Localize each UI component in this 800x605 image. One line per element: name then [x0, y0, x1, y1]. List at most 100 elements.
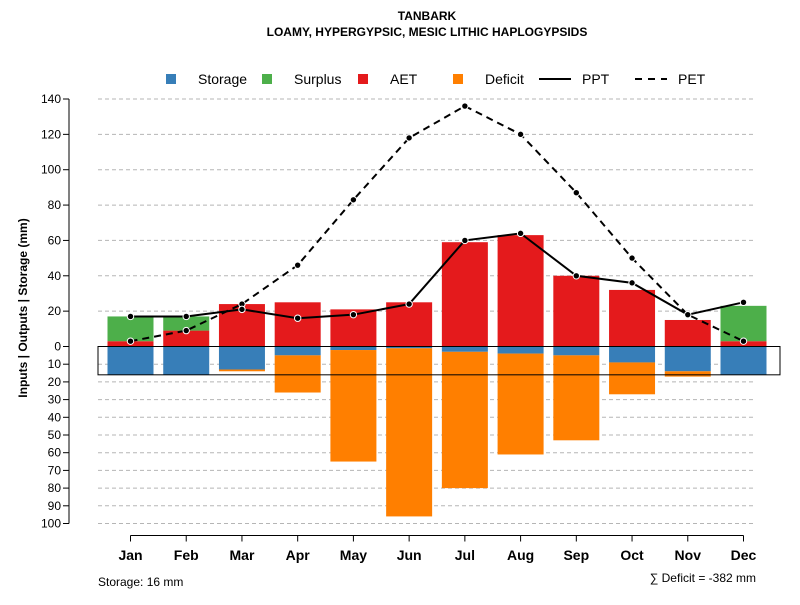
pet-point [516, 130, 525, 139]
storage-capacity-box [97, 346, 781, 376]
pet-point [572, 188, 581, 197]
ppt-point [572, 272, 581, 280]
storage-bar [664, 346, 711, 372]
legend-swatch [262, 74, 272, 84]
surplus-bar [720, 305, 767, 342]
y-tick-label: 10 [48, 357, 62, 371]
y-tick-label: 80 [48, 198, 62, 212]
legend: Storage Surplus AET Deficit PPT PET [166, 71, 706, 87]
ppt-point [461, 236, 469, 245]
storage-bar [609, 346, 656, 363]
ppt-point [238, 305, 246, 314]
y-tick-label: 50 [48, 428, 62, 442]
deficit-bar [441, 351, 488, 489]
lines [126, 102, 748, 345]
legend-label: Deficit [485, 71, 524, 87]
legend-label: Surplus [294, 71, 341, 87]
pet-point [461, 102, 469, 110]
ppt-point [405, 300, 413, 308]
pet-point [739, 337, 748, 345]
aet-bar [664, 319, 711, 347]
x-tick-label: May [340, 547, 367, 563]
x-tick-label: Nov [675, 547, 702, 563]
y-tick-label: 20 [48, 375, 62, 389]
surplus-bar [163, 316, 210, 331]
y-tick-label: 20 [48, 304, 62, 318]
ppt-point [349, 310, 358, 319]
aet-bar [274, 302, 321, 347]
pet-point [628, 254, 636, 262]
y-tick-label: 100 [41, 163, 61, 177]
x-tick-label: Dec [731, 547, 757, 563]
x-tick-label: Jul [455, 547, 475, 563]
y-axis: 0 20 40 60 80 100 120 140 10 20 30 40 50 60 70 80 90 100 [41, 92, 70, 531]
storage-bar [441, 346, 488, 352]
surplus-bar [107, 316, 154, 342]
deficit-bar [274, 355, 321, 393]
y-tick-label: 100 [41, 517, 61, 531]
footer-storage: Storage: 16 mm [98, 575, 183, 589]
storage-bar [163, 346, 210, 375]
deficit-bar [553, 355, 600, 441]
deficit-bar [218, 369, 265, 372]
y-tick-label: 60 [48, 446, 62, 460]
footer-deficit: ∑ Deficit = -382 mm [650, 571, 756, 585]
legend-label: PPT [582, 71, 610, 87]
ppt-point [293, 314, 302, 322]
legend-swatch [166, 74, 176, 84]
legend-swatch [453, 74, 463, 84]
legend-label: Storage [198, 71, 247, 87]
x-tick-label: Mar [230, 547, 255, 563]
y-tick-label: 40 [48, 269, 62, 283]
y-tick-label: 70 [48, 463, 62, 477]
chart-title: TANBARK [398, 9, 457, 23]
storage-bar [274, 346, 321, 356]
ppt-point [628, 279, 636, 287]
y-tick-label: 60 [48, 233, 62, 247]
storage-bar [107, 346, 154, 375]
ppt-line [130, 232, 744, 320]
y-tick-label: 30 [48, 393, 62, 407]
x-tick-label: Sep [563, 547, 589, 563]
chart-subtitle: LOAMY, HYPERGYPSIC, MESIC LITHIC HAPLOGY… [267, 25, 588, 39]
legend-label: AET [390, 71, 418, 87]
aet-bar [609, 289, 656, 347]
aet-bar [386, 302, 433, 347]
legend-swatch [358, 74, 368, 84]
storage-bar [386, 346, 433, 349]
x-axis: Jan Feb Mar Apr May Jun Jul Aug Sep Oct Nov Dec [118, 535, 757, 563]
pet-point [293, 261, 302, 269]
ppt-point [182, 312, 190, 321]
aet-bar [441, 242, 488, 347]
deficit-bar [497, 353, 544, 455]
deficit-bar [330, 350, 377, 462]
y-tick-label: 0 [54, 340, 61, 354]
storage-bar [497, 346, 544, 354]
ppt-point [126, 312, 135, 321]
pet-point [126, 337, 135, 345]
y-tick-label: 140 [41, 92, 61, 106]
pet-line [130, 104, 744, 343]
deficit-bar [386, 348, 433, 517]
x-tick-label: Aug [507, 547, 534, 563]
aet-bar [497, 235, 544, 347]
y-tick-label: 80 [48, 481, 62, 495]
storage-bar [553, 346, 600, 356]
ppt-point [739, 298, 748, 307]
ppt-point [684, 310, 692, 319]
aet-bar [163, 330, 210, 347]
x-tick-label: Feb [174, 547, 199, 563]
x-tick-label: Jan [118, 547, 142, 563]
pet-point [405, 134, 413, 142]
storage-bar [330, 346, 377, 351]
y-tick-label: 90 [48, 499, 62, 513]
y-axis-label: Inputs | Outputs | Storage (mm) [16, 218, 30, 397]
y-tick-label: 120 [41, 127, 61, 141]
storage-bar [720, 346, 767, 375]
x-tick-label: Jun [397, 547, 422, 563]
bars [107, 235, 767, 517]
storage-capacity-outline [97, 346, 781, 376]
pet-point [349, 196, 358, 204]
ppt-point [516, 229, 525, 238]
